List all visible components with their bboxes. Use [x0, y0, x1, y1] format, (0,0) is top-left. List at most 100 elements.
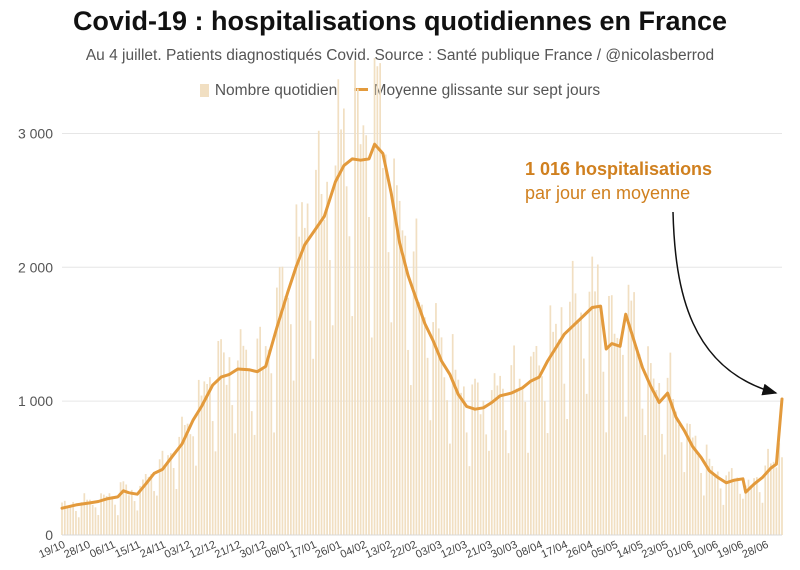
daily-bar: [521, 386, 524, 535]
daily-bar: [276, 287, 278, 535]
daily-bar: [532, 351, 535, 535]
daily-bar: [708, 458, 711, 535]
daily-bar: [398, 200, 401, 535]
daily-bar: [80, 502, 83, 535]
daily-bar: [209, 377, 211, 535]
daily-bar: [345, 186, 348, 536]
daily-bar: [610, 295, 613, 535]
daily-bar: [588, 291, 591, 535]
daily-bar: [716, 471, 719, 535]
daily-bar: [223, 352, 225, 535]
daily-bar: [585, 393, 588, 535]
daily-bar: [460, 392, 462, 535]
daily-bar: [454, 369, 457, 535]
daily-bar: [133, 501, 136, 535]
daily-bar: [63, 500, 66, 535]
daily-bar: [465, 432, 468, 535]
daily-bar: [200, 395, 203, 535]
daily-bar: [733, 479, 736, 535]
daily-bar: [404, 235, 407, 535]
daily-bar: [725, 475, 728, 535]
daily-bar: [362, 125, 365, 535]
daily-bar: [262, 369, 264, 535]
daily-bar: [647, 346, 649, 535]
y-tick-label: 1 000: [18, 393, 53, 409]
daily-bar: [111, 496, 114, 535]
daily-bar: [108, 493, 111, 535]
daily-bar: [323, 219, 326, 536]
daily-bar: [666, 377, 669, 535]
daily-bar: [463, 386, 465, 535]
daily-bar: [446, 400, 448, 535]
daily-bar: [677, 424, 680, 535]
daily-bar: [306, 203, 309, 536]
daily-bar: [418, 302, 421, 535]
daily-bar: [689, 423, 691, 535]
daily-bar: [142, 479, 144, 535]
annotation: 1 016 hospitalisations par jour en moyen…: [525, 157, 712, 205]
daily-bar: [100, 493, 102, 535]
daily-bar: [295, 204, 298, 535]
daily-bar: [287, 297, 289, 535]
daily-bar: [340, 129, 342, 536]
daily-bar: [69, 505, 72, 535]
daily-bar: [571, 260, 574, 535]
daily-bar: [616, 337, 619, 535]
daily-bar: [546, 433, 549, 535]
daily-bar: [661, 433, 663, 535]
daily-bar: [72, 501, 75, 535]
legend-item-average: Moyenne glissante sur sept jours: [353, 82, 600, 100]
daily-bar: [672, 399, 675, 535]
daily-bar: [161, 450, 164, 535]
daily-bar: [468, 466, 471, 535]
daily-bar: [412, 251, 415, 535]
daily-bar: [186, 423, 189, 535]
daily-bar: [429, 420, 432, 535]
daily-bar: [256, 338, 259, 535]
daily-bar: [432, 322, 435, 535]
daily-bar: [490, 390, 493, 535]
daily-bar: [426, 357, 429, 535]
daily-bar: [158, 459, 161, 535]
daily-bar: [284, 295, 287, 535]
daily-bar: [183, 425, 186, 535]
daily-bar: [317, 130, 320, 535]
daily-bar: [479, 414, 482, 535]
daily-bar: [543, 401, 546, 535]
daily-bar: [728, 471, 730, 535]
daily-bar: [172, 467, 175, 535]
daily-bar: [594, 291, 596, 535]
daily-bar: [583, 358, 585, 535]
daily-bar: [541, 376, 543, 535]
daily-bar: [326, 181, 328, 536]
daily-bar: [281, 266, 284, 535]
daily-bar: [401, 230, 404, 535]
daily-bar: [482, 400, 485, 535]
daily-bar: [524, 401, 527, 535]
daily-bar: [393, 158, 395, 536]
daily-bar: [440, 337, 443, 535]
daily-bar: [376, 66, 379, 535]
daily-bar: [474, 378, 476, 535]
average-line: [60, 142, 784, 510]
chart-subtitle: Au 4 juillet. Patients diagnostiqués Cov…: [85, 47, 715, 64]
daily-bar: [476, 382, 479, 535]
daily-bar: [719, 488, 722, 535]
daily-bar: [605, 432, 608, 535]
daily-bar: [577, 321, 580, 535]
daily-bar: [356, 88, 359, 535]
daily-bar: [387, 252, 390, 535]
daily-bar: [312, 358, 315, 535]
daily-bar: [384, 154, 387, 535]
daily-bar: [195, 465, 197, 535]
y-tick-label: 0: [45, 527, 53, 543]
y-tick-label: 3 000: [18, 125, 53, 141]
daily-bar: [549, 305, 552, 535]
daily-bar: [234, 433, 236, 535]
daily-bar: [686, 423, 688, 535]
daily-bar: [114, 504, 116, 535]
daily-bar: [499, 375, 501, 535]
daily-bar: [739, 493, 741, 535]
daily-bar: [153, 491, 155, 535]
daily-bar: [379, 63, 381, 536]
